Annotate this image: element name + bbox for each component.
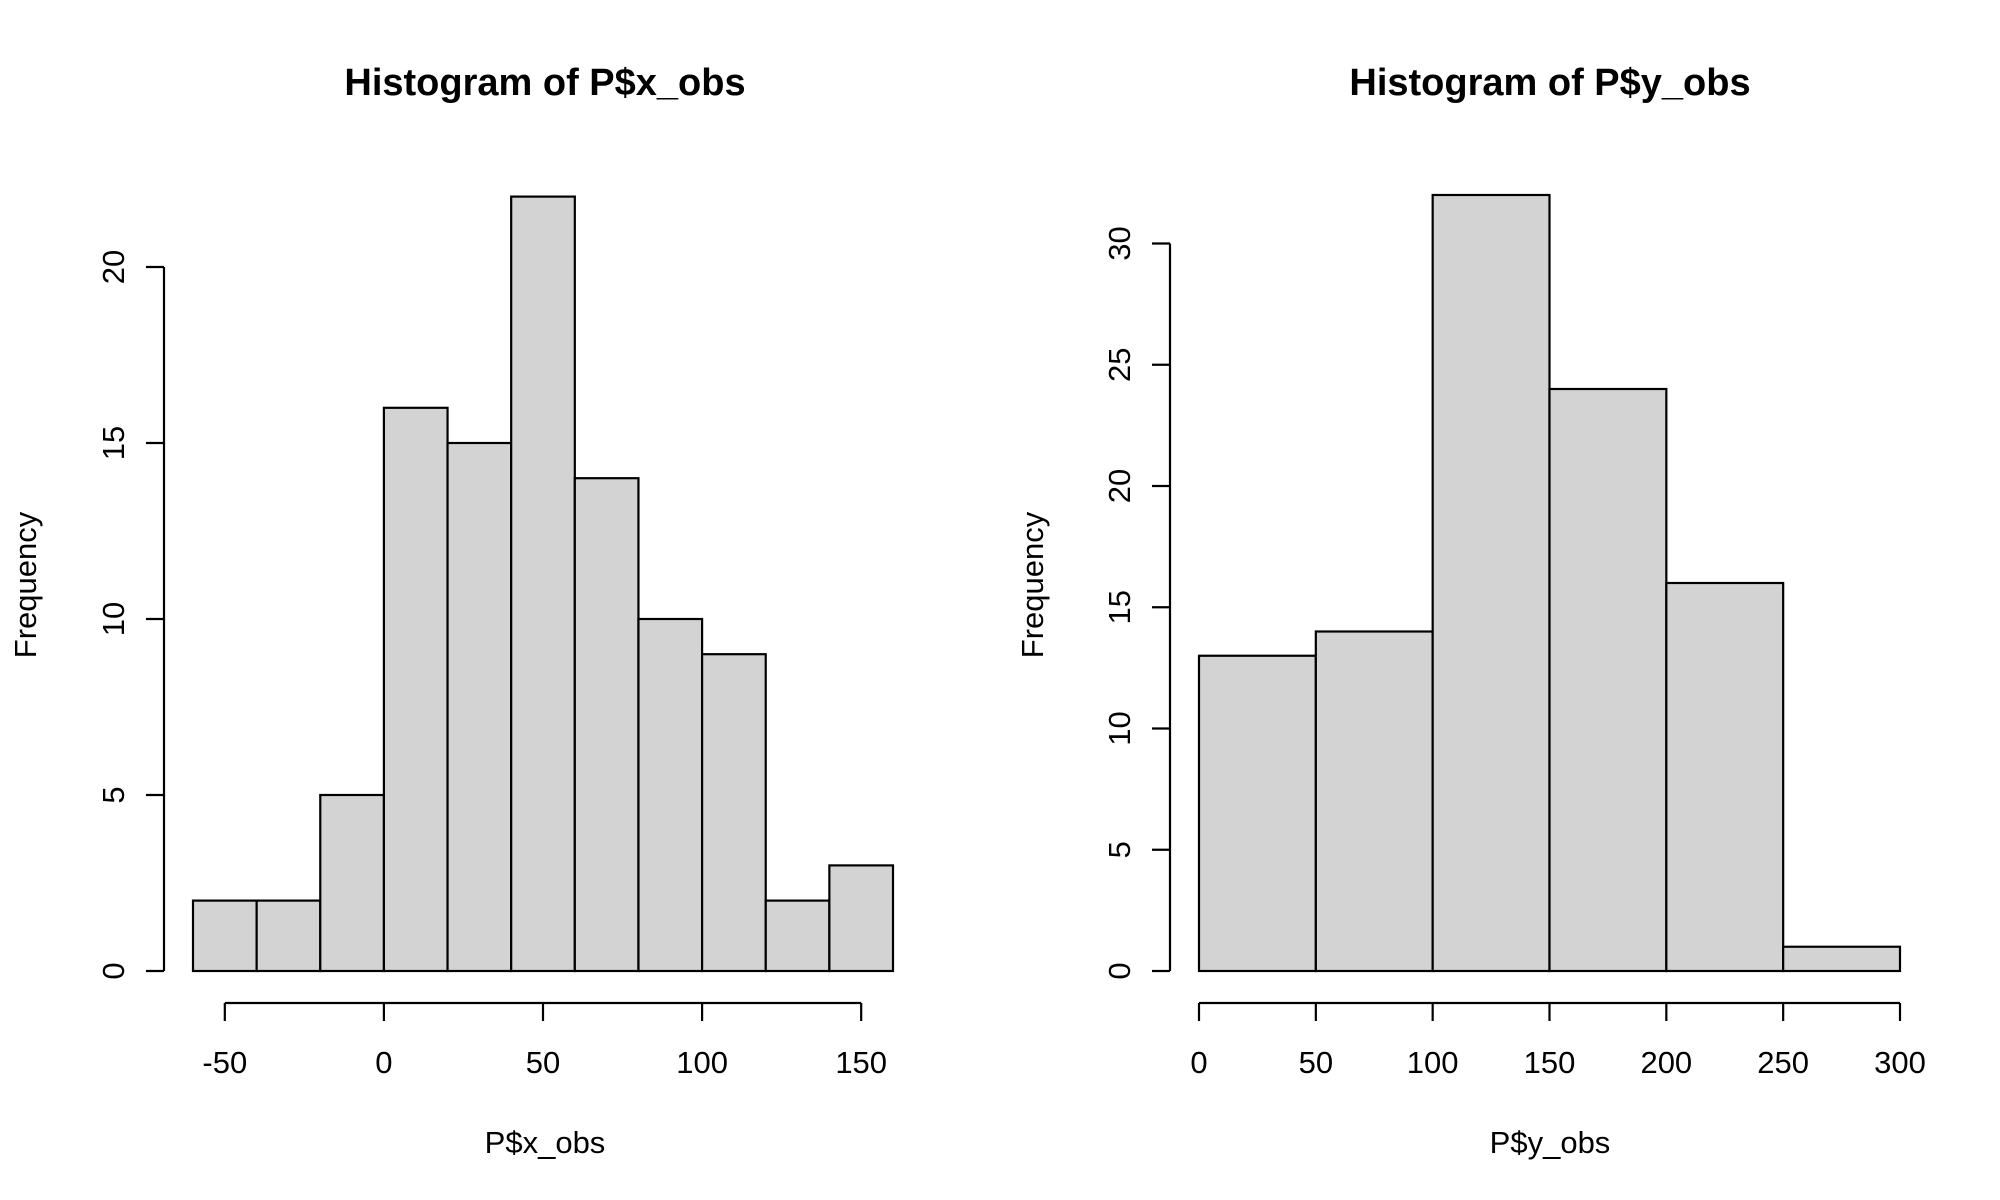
x-tick-label: 50	[1299, 1045, 1333, 1080]
y-tick-label: 30	[1102, 226, 1137, 260]
x-tick-label: 150	[835, 1045, 887, 1080]
x-tick-label: 0	[1190, 1045, 1207, 1080]
x-tick-label: 150	[1524, 1045, 1576, 1080]
x-tick-label: -50	[202, 1045, 247, 1080]
histogram-bar	[1314, 630, 1434, 973]
histogram-bar	[637, 617, 704, 973]
y-tick-label: 5	[1102, 841, 1137, 858]
histogram-bar	[255, 899, 322, 973]
chart-title: Histogram of P$x_obs	[344, 62, 745, 104]
histogram-bar	[1197, 654, 1317, 973]
histogram-panel-y-obs: Histogram of P$y_obs P$y_obs Frequency 0…	[1015, 62, 1926, 1160]
y-tick-label: 20	[1102, 469, 1137, 503]
x-axis: 0 50 100 150 200 250 300	[1190, 1001, 1926, 1080]
x-axis: -50 0 50 100 150	[202, 1001, 887, 1080]
x-tick-label: 0	[375, 1045, 392, 1080]
y-tick-label: 10	[96, 602, 131, 636]
histogram-bar	[191, 899, 258, 973]
histogram-bar	[1548, 387, 1668, 973]
histogram-bar	[510, 195, 576, 973]
x-tick-label: 200	[1640, 1045, 1692, 1080]
bars-group	[1197, 193, 1902, 973]
x-axis-label: P$x_obs	[485, 1125, 606, 1160]
x-axis-label: P$y_obs	[1490, 1125, 1611, 1160]
y-axis: 0 5 10 15 20	[96, 250, 166, 980]
y-tick-label: 25	[1102, 348, 1137, 382]
histogram-bar	[382, 406, 449, 973]
histogram-bar	[828, 864, 895, 973]
y-axis-label: Frequency	[8, 511, 43, 658]
histogram-bar	[700, 653, 767, 973]
histogram-bar	[1431, 193, 1551, 973]
x-tick-label: 250	[1757, 1045, 1809, 1080]
y-axis: 0 5 10 15 20 25 30	[1102, 226, 1172, 980]
histogram-bar	[446, 441, 513, 973]
x-tick-label: 300	[1874, 1045, 1926, 1080]
y-axis-label: Frequency	[1015, 511, 1050, 658]
x-tick-label: 100	[676, 1045, 728, 1080]
histogram-bar	[1782, 945, 1902, 973]
x-tick-label: 100	[1407, 1045, 1459, 1080]
bars-group	[191, 195, 895, 973]
y-tick-label: 20	[96, 250, 131, 284]
histogram-panel-x-obs: Histogram of P$x_obs P$x_obs Frequency -…	[8, 62, 895, 1160]
x-tick-label: 50	[526, 1045, 560, 1080]
y-tick-label: 0	[1102, 962, 1137, 979]
histogram-bar	[573, 477, 640, 973]
y-tick-label: 5	[96, 786, 131, 803]
chart-title: Histogram of P$y_obs	[1349, 62, 1750, 104]
y-tick-label: 15	[1102, 590, 1137, 624]
y-tick-label: 0	[96, 962, 131, 979]
histogram-bar	[764, 899, 831, 973]
y-tick-label: 10	[1102, 711, 1137, 745]
y-tick-label: 15	[96, 426, 131, 460]
histogram-bar	[1665, 581, 1785, 973]
histogram-bar	[319, 793, 386, 973]
